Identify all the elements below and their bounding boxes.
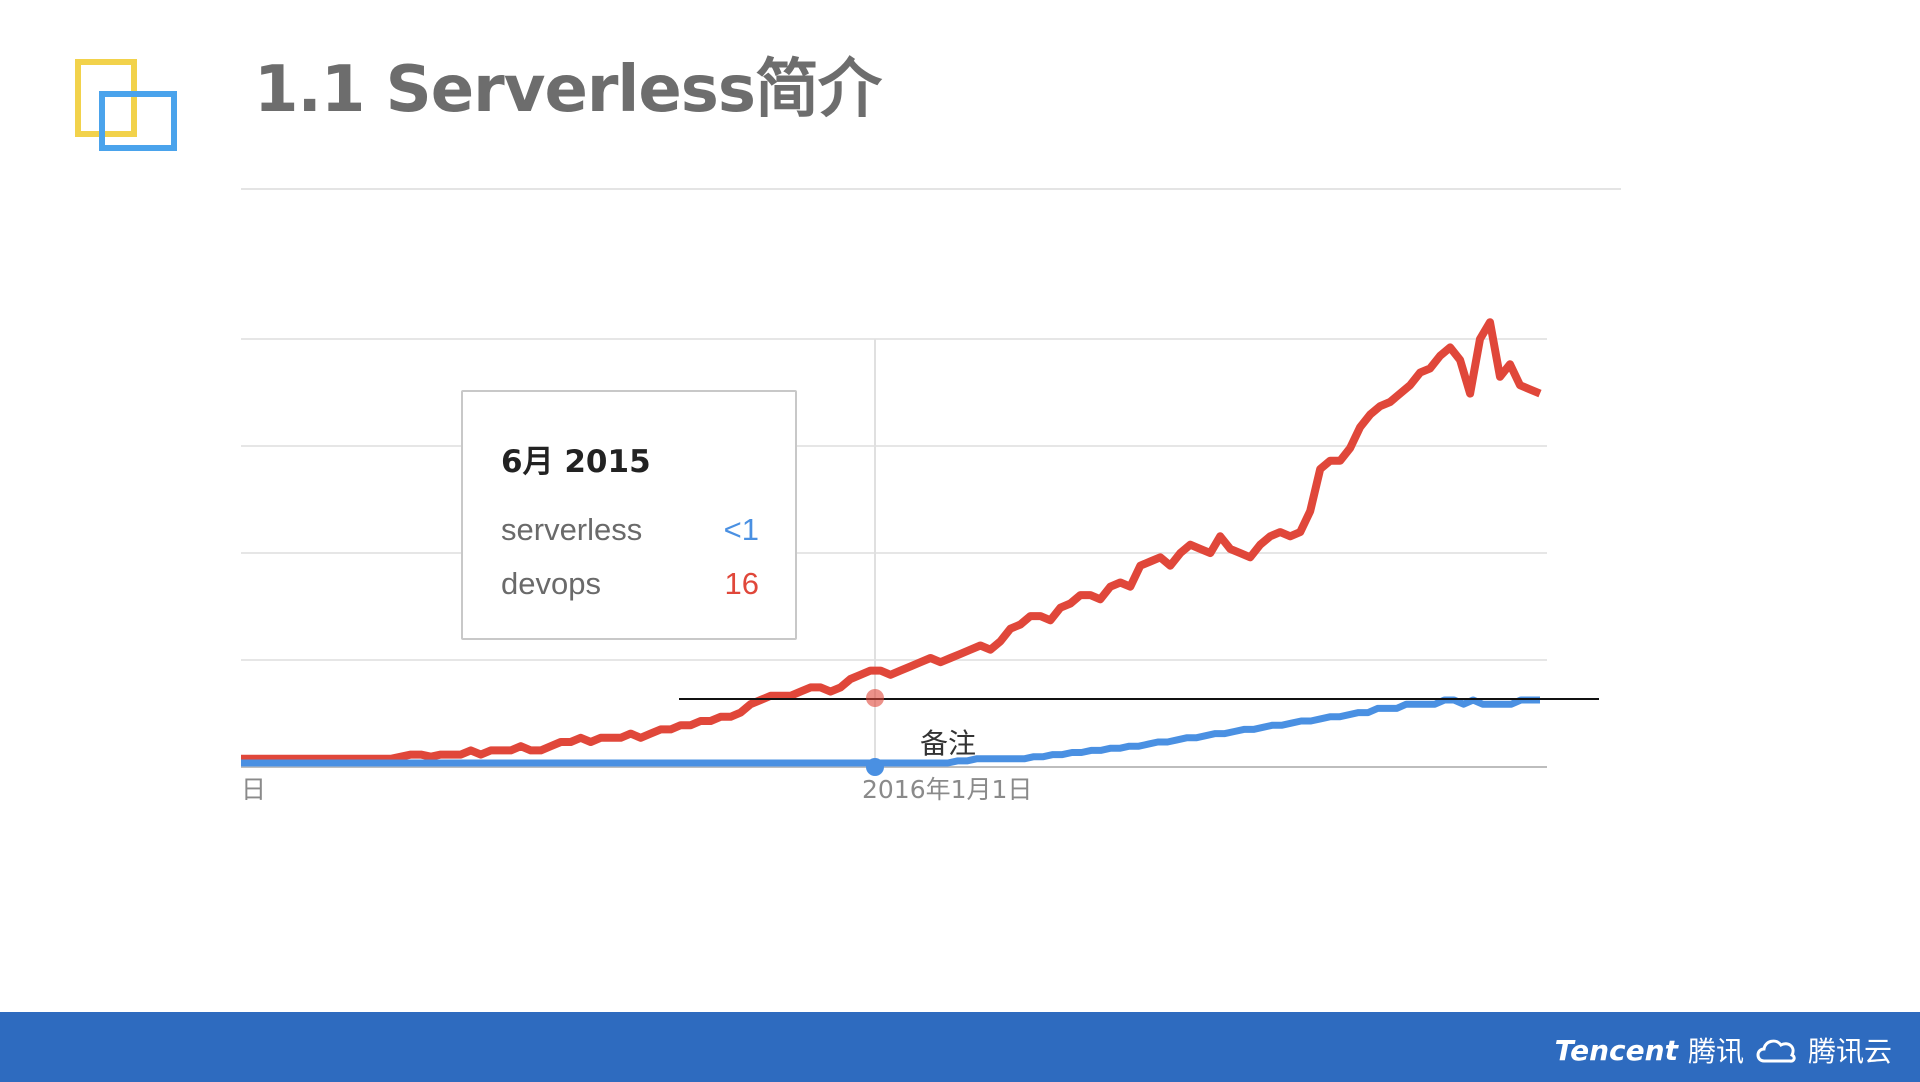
trends-line-chart[interactable] [0, 0, 1920, 1012]
title-divider [241, 188, 1621, 190]
tencent-brand-text: Tencent [1554, 1033, 1678, 1067]
hover-point-devops [866, 689, 884, 707]
annotation-note-label: 备注 [920, 727, 977, 760]
tooltip-series-value: 16 [724, 566, 759, 601]
chart-tooltip: 6月 2015 serverless <1 devops 16 [461, 390, 797, 640]
tooltip-series-name: serverless [501, 512, 643, 547]
slide-logo-icon [75, 59, 177, 151]
cloud-icon [1756, 1039, 1796, 1063]
hover-point-serverless [866, 758, 884, 776]
footer-brand: Tencent 腾讯 腾讯云 [1555, 1030, 1892, 1070]
slide-title: 1.1 Serverless简介 [254, 53, 882, 127]
tooltip-series-value: <1 [723, 512, 759, 547]
footer-bar: Tencent 腾讯 腾讯云 [0, 1012, 1920, 1082]
tooltip-series-name: devops [501, 566, 601, 601]
x-tick-label: 日 [241, 775, 267, 804]
tooltip-row-serverless: serverless <1 [501, 512, 759, 548]
tooltip-row-devops: devops 16 [501, 566, 759, 602]
x-tick-label: 2016年1月1日 [862, 775, 1033, 804]
tooltip-title: 6月 2015 [501, 444, 651, 480]
series-line-devops [241, 318, 1542, 763]
chart-gridlines [241, 338, 1547, 768]
series-line-serverless [241, 696, 1540, 767]
tencent-brand-cn-text: 腾讯 [1687, 1035, 1744, 1068]
tencent-cloud-brand-text: 腾讯云 [1807, 1035, 1892, 1068]
